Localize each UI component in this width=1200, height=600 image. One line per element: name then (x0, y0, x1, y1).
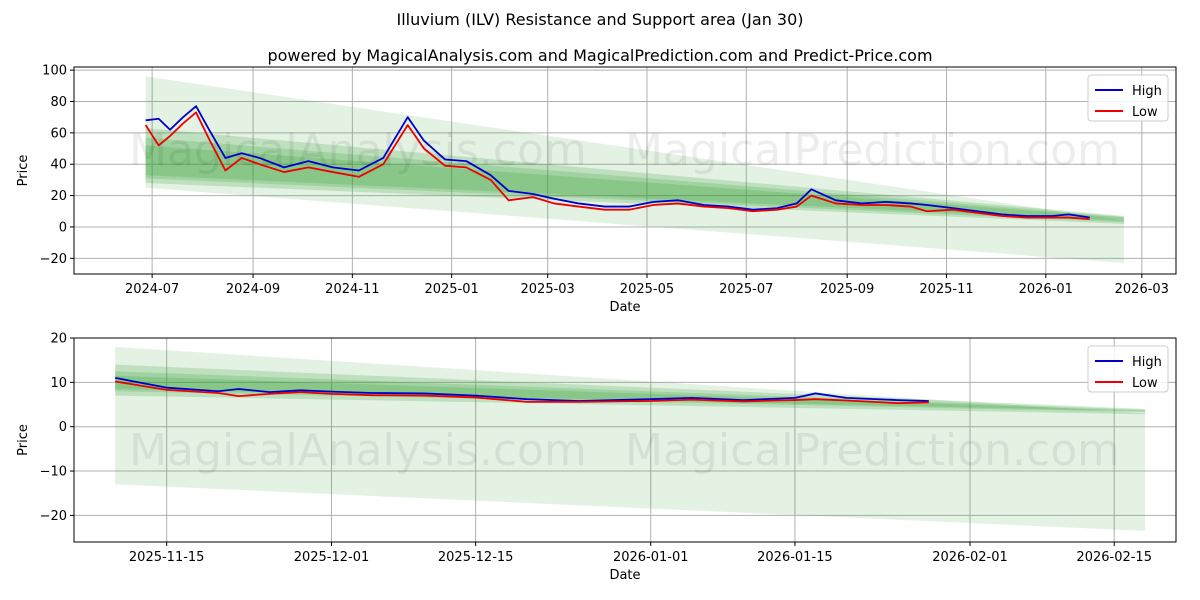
chart-title: Illuvium (ILV) Resistance and Support ar… (396, 10, 804, 29)
y-tick-label: 20 (50, 189, 67, 204)
x-tick-label: 2025-09 (820, 282, 874, 297)
x-tick-label: 2026-03 (1115, 282, 1169, 297)
y-tick-label: 0 (59, 420, 67, 435)
legend-label-high: High (1132, 355, 1162, 370)
x-tick-label: 2025-03 (521, 282, 575, 297)
x-tick-label: 2025-07 (719, 282, 773, 297)
x-tick-label: 2025-11 (919, 282, 973, 297)
y-tick-label: 10 (50, 376, 67, 391)
y-tick-label: −10 (40, 465, 67, 480)
support-resistance-band (145, 137, 1124, 223)
legend: High Low (1087, 74, 1169, 122)
watermark: MagicalPrediction.com (625, 125, 1120, 176)
y-tick-label: 60 (50, 126, 67, 141)
series-low (115, 380, 929, 405)
x-tick-label: 2025-05 (620, 282, 674, 297)
plot-frame (73, 337, 1177, 543)
support-resistance-band (145, 76, 1124, 264)
series-high (115, 377, 929, 402)
y-tick-label: 100 (42, 64, 67, 79)
watermark: MagicalAnalysis.com (129, 425, 587, 476)
watermark: MagicalPrediction.com (625, 425, 1120, 476)
legend-label-high: High (1132, 84, 1162, 99)
y-tick-label: 20 (50, 332, 67, 347)
legend: High Low (1087, 345, 1169, 393)
y-tick-label: 80 (50, 95, 67, 110)
x-tick-label: 2026-01 (1019, 282, 1073, 297)
x-tick-label: 2025-11-15 (129, 550, 205, 565)
y-tick-label: 0 (59, 220, 67, 235)
x-tick-label: 2025-01 (424, 282, 478, 297)
x-axis-label: Date (609, 568, 640, 583)
plot-frame (73, 66, 1177, 275)
legend-label-low: Low (1132, 376, 1158, 391)
x-tick-label: 2024-07 (125, 282, 179, 297)
legend-label-low: Low (1132, 105, 1158, 120)
y-axis-label: Price (16, 424, 31, 456)
series-high (145, 105, 1090, 219)
series-low (144, 111, 1090, 221)
y-tick-label: −20 (40, 252, 67, 267)
y-axis-label: Price (16, 155, 31, 187)
x-tick-label: 2024-09 (226, 282, 280, 297)
x-tick-label: 2026-01-15 (757, 550, 833, 565)
chart-subtitle: powered by MagicalAnalysis.com and Magic… (267, 46, 933, 65)
x-tick-label: 2025-12-01 (294, 550, 370, 565)
x-tick-label: 2026-02-15 (1076, 550, 1152, 565)
x-tick-label: 2024-11 (325, 282, 379, 297)
y-tick-label: 40 (50, 158, 67, 173)
x-axis-label: Date (609, 300, 640, 315)
y-tick-label: −20 (40, 509, 67, 524)
x-tick-label: 2026-01-01 (613, 550, 689, 565)
x-tick-label: 2025-12-15 (438, 550, 514, 565)
x-tick-label: 2026-02-01 (932, 550, 1008, 565)
